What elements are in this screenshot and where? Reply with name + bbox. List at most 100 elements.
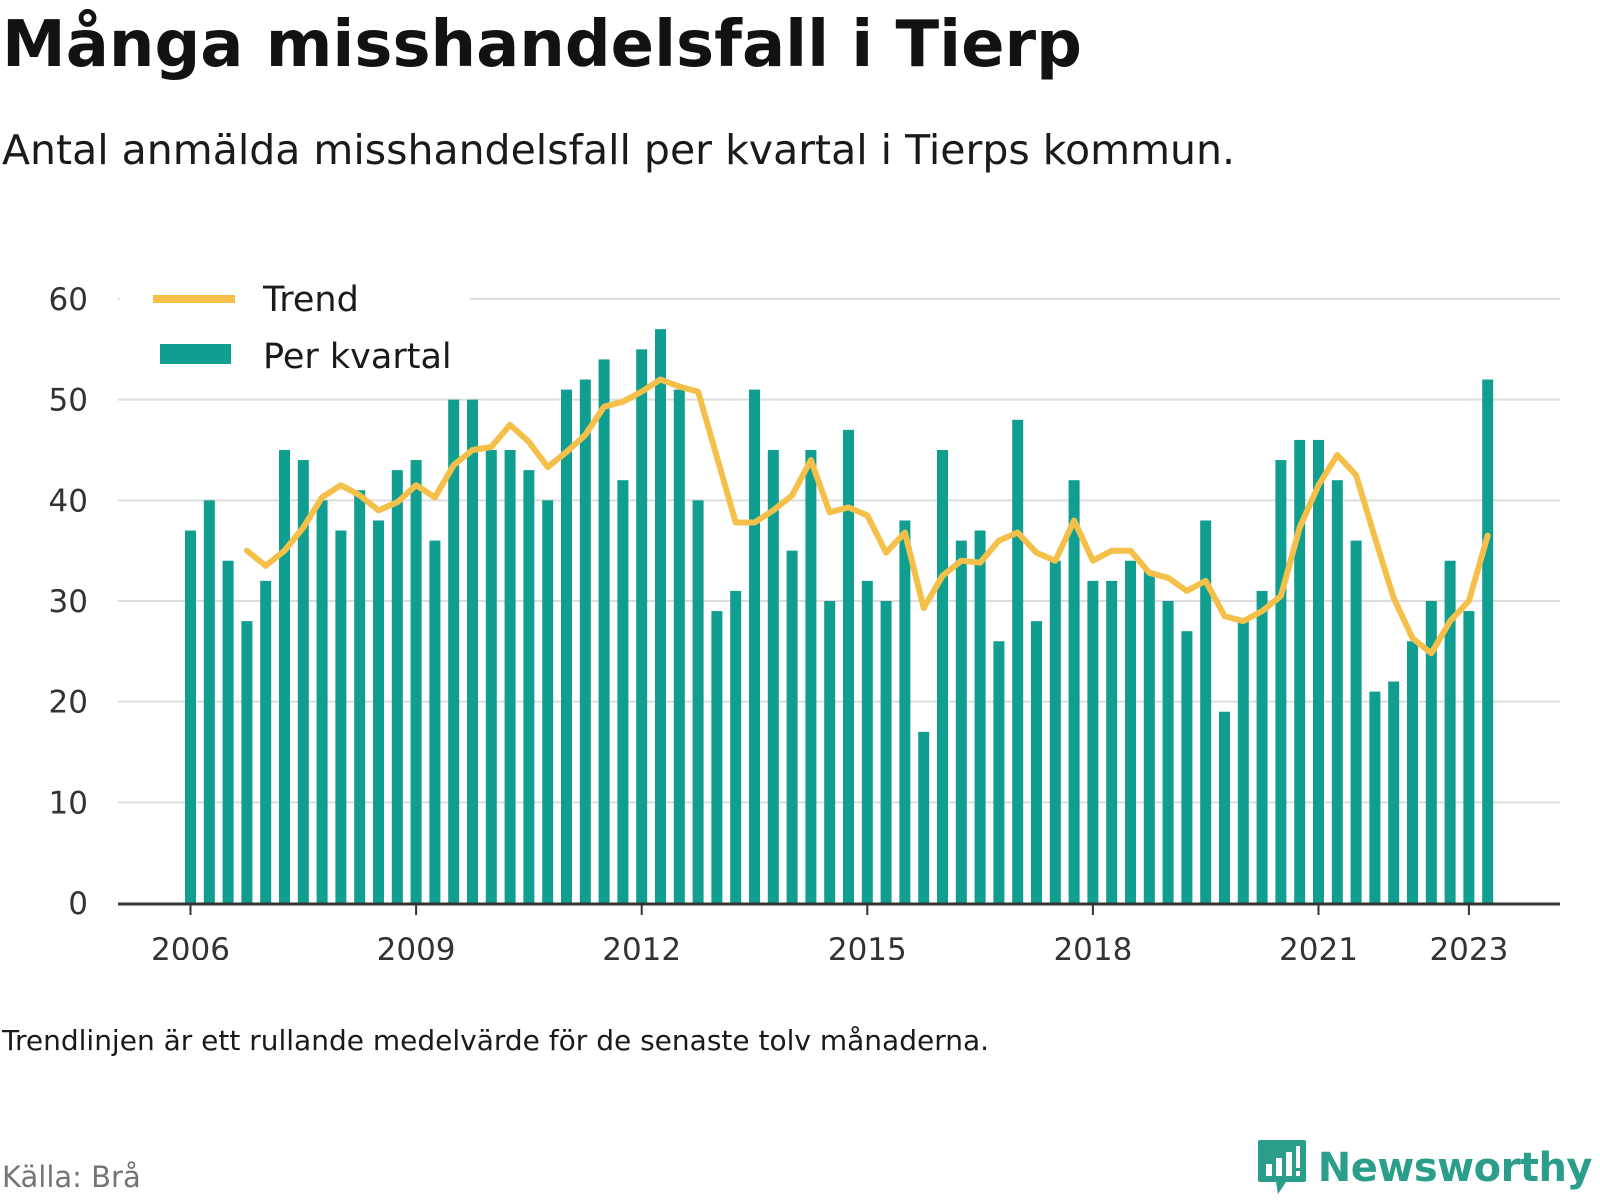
bar: [542, 500, 554, 903]
bar: [955, 540, 967, 903]
x-tick-label: 2012: [602, 932, 681, 960]
bar: [824, 601, 836, 903]
bar: [1237, 621, 1249, 903]
x-tick-label: 2009: [377, 932, 456, 960]
bar: [410, 460, 422, 903]
bar: [843, 429, 854, 903]
y-tick-label: 30: [49, 584, 88, 620]
bar: [1219, 711, 1230, 903]
footnote: Trendlinjen är ett rullande medelvärde f…: [2, 1024, 990, 1057]
bar: [786, 550, 798, 903]
bar: [1087, 580, 1099, 903]
bar: [1313, 439, 1324, 903]
bar: [1331, 480, 1343, 903]
bar: [1463, 611, 1475, 903]
bar: [467, 399, 478, 903]
bar: [203, 500, 215, 903]
bar: [1125, 560, 1136, 903]
bar: [297, 460, 309, 903]
bar: [1162, 601, 1174, 903]
bar: [1068, 480, 1080, 903]
y-axis-labels: 0 10 20 30 40 50 60: [49, 282, 88, 922]
bars-per-kvartal: [185, 329, 1494, 904]
bar: [504, 450, 516, 903]
y-tick-label: 60: [49, 282, 88, 318]
x-tick-label: 2006: [151, 932, 230, 960]
y-tick-label: 50: [49, 383, 88, 419]
bar: [1200, 520, 1212, 903]
bar: [749, 389, 760, 904]
bar: [185, 530, 196, 903]
bar: [1388, 681, 1400, 903]
bar: [1181, 631, 1193, 903]
chart-title: Många misshandelsfall i Tierp: [2, 8, 1082, 82]
bar: [880, 601, 892, 903]
x-tick-label: 2023: [1429, 932, 1508, 960]
bar: [373, 520, 384, 903]
bar: [767, 450, 779, 903]
x-axis: 2006 2009 2012 2015 2018 2021 2023: [118, 902, 1560, 960]
source: Källa: Brå: [2, 1160, 141, 1194]
bar: [1482, 379, 1494, 903]
bar: [561, 389, 572, 904]
y-tick-label: 40: [49, 483, 88, 519]
bar: [1256, 590, 1268, 903]
bar: [485, 450, 497, 903]
legend-swatch-per-kvartal: [160, 344, 231, 364]
bar: [1106, 580, 1118, 903]
bar: [711, 611, 723, 903]
bar: [448, 399, 460, 903]
bar: [279, 450, 290, 903]
bar: [1031, 621, 1042, 903]
y-tick-label: 10: [49, 785, 88, 821]
trend-series: [243, 376, 1491, 657]
bar: [730, 590, 742, 903]
bar: [1369, 691, 1381, 903]
legend-label-per-kvartal: Per kvartal: [263, 337, 452, 377]
bar: [974, 530, 986, 903]
chart-subtitle: Antal anmälda misshandelsfall per kvarta…: [2, 126, 1236, 174]
bar: [598, 359, 610, 903]
y-tick-label: 20: [49, 685, 88, 721]
brand-logo[interactable]: Newsworthy: [1256, 1138, 1593, 1198]
bar: [260, 580, 272, 903]
bar: [241, 621, 253, 903]
bar: [1012, 419, 1024, 903]
bar: [391, 470, 403, 903]
brand-name: Newsworthy: [1317, 1145, 1593, 1191]
bar: [1143, 570, 1155, 903]
bar: [636, 349, 648, 903]
bar: [579, 379, 591, 903]
bar: [1294, 439, 1306, 903]
newsworthy-logo-icon: [1257, 1140, 1306, 1194]
x-tick-label: 2021: [1279, 932, 1358, 960]
bar: [316, 500, 328, 903]
bar: [899, 520, 911, 903]
bar: [993, 641, 1005, 903]
bar: [429, 540, 441, 903]
bar: [1425, 601, 1437, 903]
bar: [1049, 560, 1061, 903]
bar: [692, 500, 704, 903]
y-tick-label: 0: [68, 886, 88, 922]
x-tick-label: 2018: [1053, 932, 1132, 960]
bar: [354, 490, 366, 903]
bar: [222, 560, 234, 903]
bar: [1350, 540, 1362, 903]
trend-line: [243, 376, 1491, 657]
x-tick-label: 2015: [828, 932, 907, 960]
bar: [805, 450, 817, 903]
bar: [918, 731, 930, 903]
bar: [937, 450, 948, 903]
bar: [335, 530, 347, 903]
bar: [673, 389, 685, 904]
bar: [655, 329, 666, 903]
bar: [523, 470, 535, 903]
legend-label-trend: Trend: [262, 280, 359, 320]
bar: [1407, 641, 1418, 903]
legend: Trend Per kvartal: [120, 260, 470, 380]
bar: [1275, 460, 1287, 903]
bar: [861, 580, 873, 903]
bar: [617, 480, 629, 903]
